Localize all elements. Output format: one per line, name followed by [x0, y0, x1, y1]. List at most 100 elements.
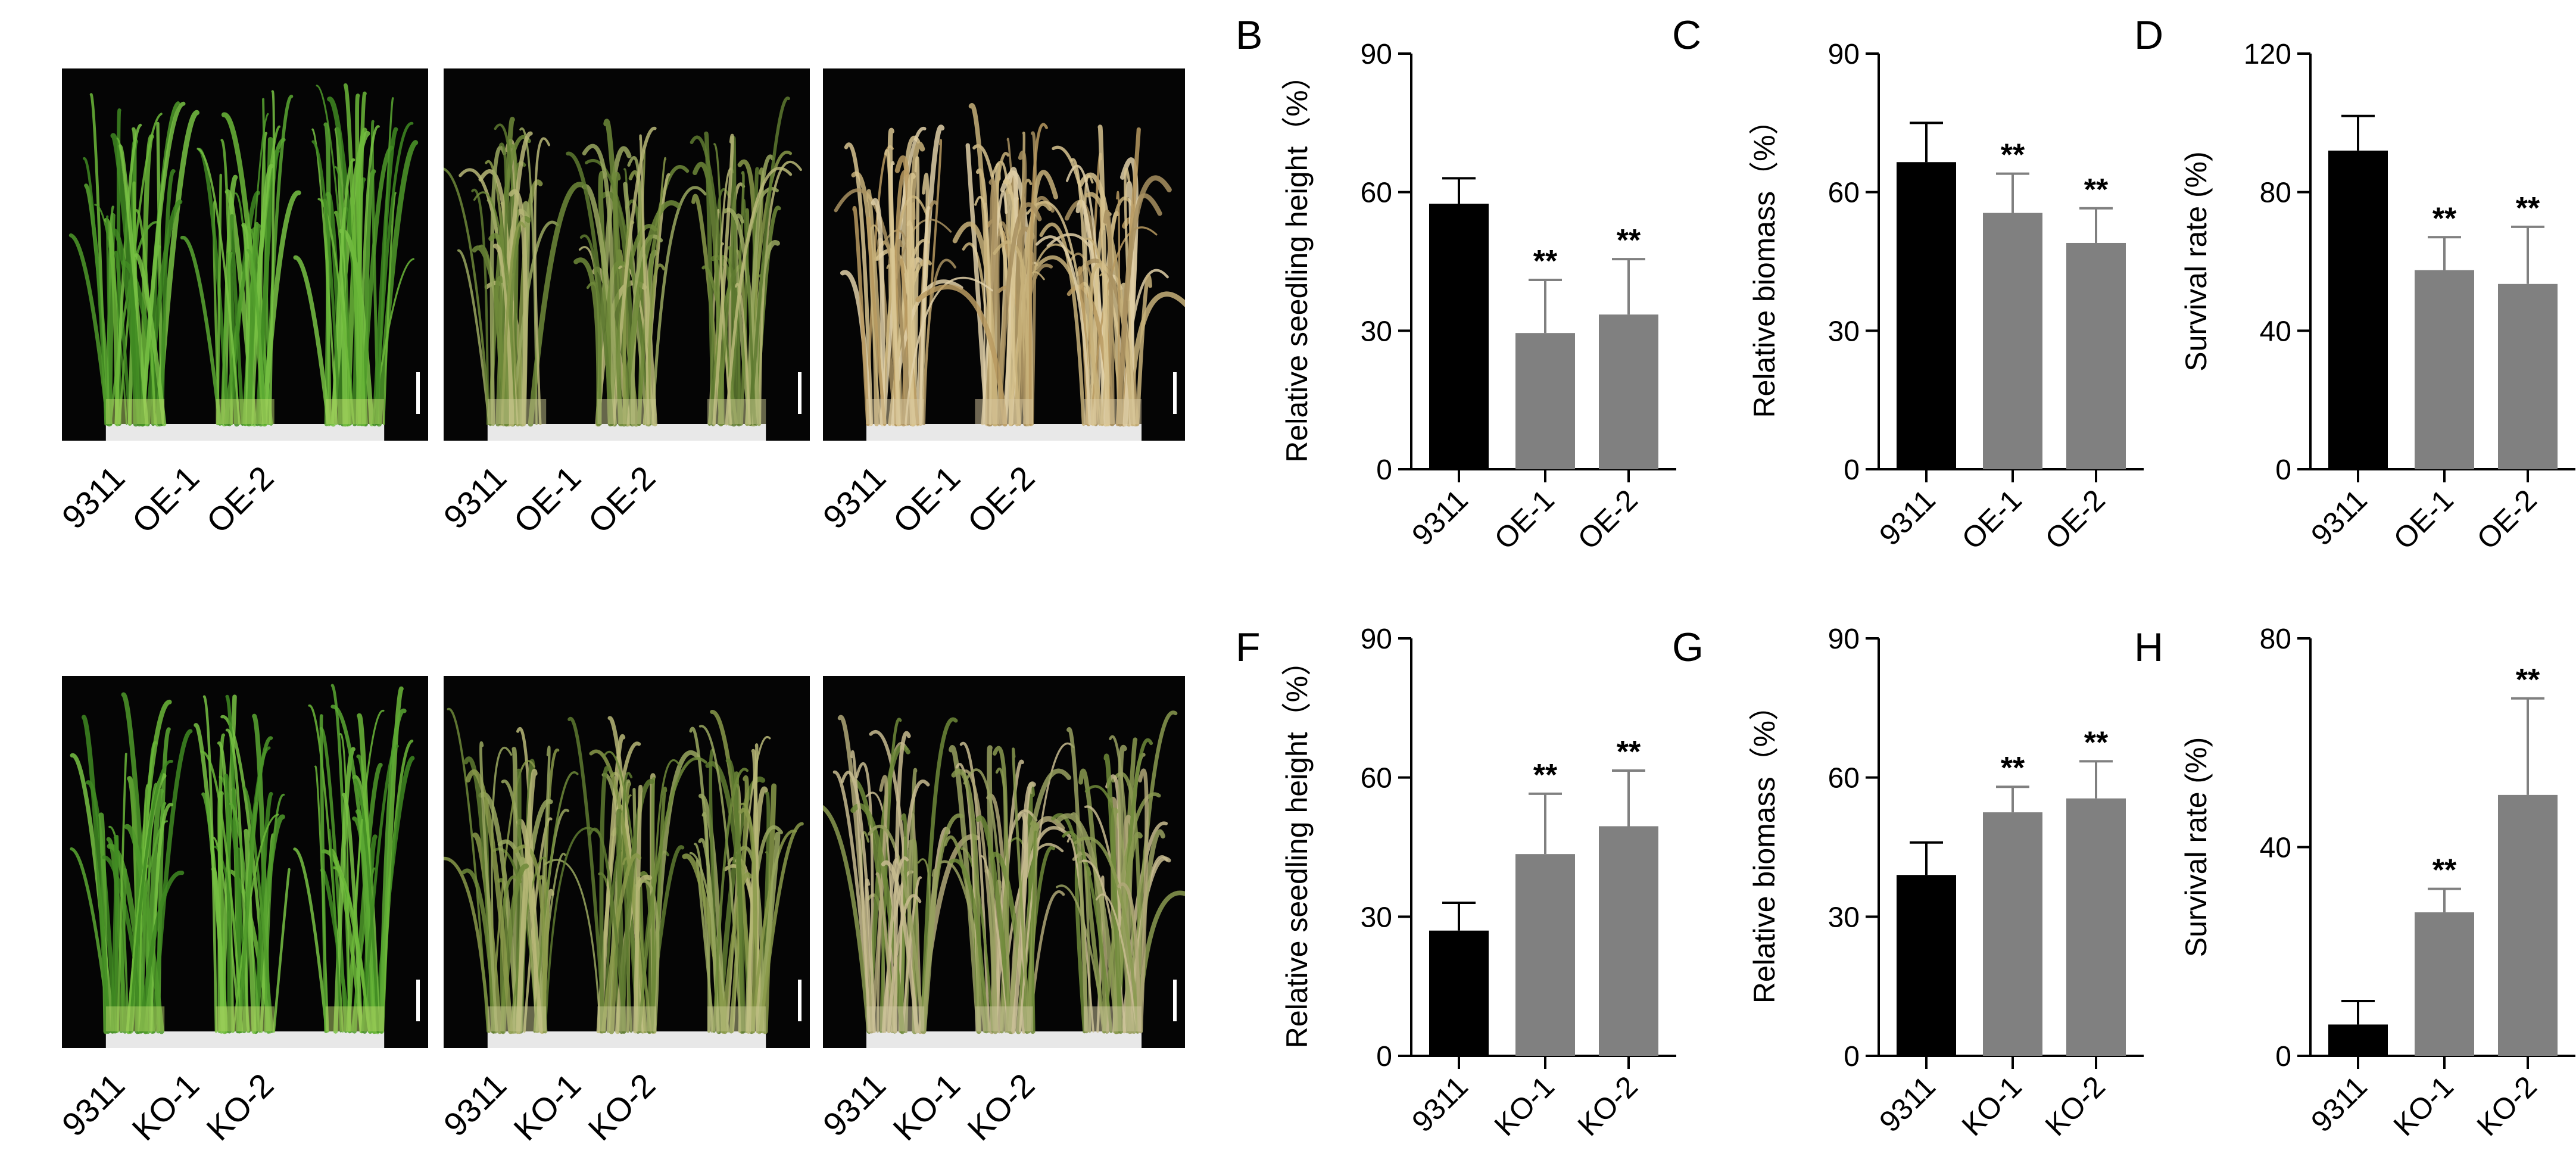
seedling-blade: [965, 143, 989, 426]
seedling-blade: [221, 112, 267, 427]
seedling-blade: [379, 708, 407, 1034]
seedling-blade: [994, 809, 1038, 1033]
seedling-blade: [246, 248, 267, 426]
seedling-blade: [621, 200, 681, 427]
seedling-blade: [746, 786, 768, 1034]
seedling-blade: [995, 768, 1009, 1033]
seedling-blade: [447, 707, 489, 1033]
significance-mark: **: [2001, 751, 2025, 785]
seedling-blade: [319, 714, 328, 1033]
stem-base: [105, 1006, 165, 1031]
x-tick-label: OE-1: [1488, 483, 1561, 556]
seedling-blade: [823, 805, 871, 1034]
scale-bar: [798, 980, 802, 1021]
seedling-blade: [884, 149, 900, 426]
seedling-blade: [588, 827, 626, 1033]
seedling-blade: [254, 791, 273, 1034]
seedling-photo: [444, 676, 810, 1048]
y-tick-label: 0: [1844, 454, 1860, 486]
seedling-blade: [639, 134, 650, 426]
seedling-blade: [756, 831, 781, 1034]
significance-mark: **: [2432, 201, 2457, 236]
seedling-blade: [232, 813, 279, 1033]
seedling-blade: [1015, 226, 1036, 426]
seedling-blade: [1009, 150, 1027, 426]
seedling-blade: [633, 784, 643, 1034]
seedling-blade: [471, 188, 489, 426]
seedling-photo: [823, 68, 1185, 441]
seedling-blade: [868, 824, 925, 1033]
seedling-blade: [114, 251, 132, 426]
stem-base: [975, 1006, 1033, 1031]
seedling-blade: [117, 144, 149, 426]
bar: [1897, 875, 1956, 1056]
scale-bar: [1173, 980, 1177, 1021]
seedling-blade: [544, 859, 601, 1033]
seedling-blade: [119, 868, 127, 1033]
y-tick-label: 30: [1361, 316, 1392, 347]
y-tick-label: 60: [1361, 763, 1392, 794]
significance-mark: **: [2001, 138, 2025, 173]
seedling-blade: [582, 184, 624, 427]
seedling-blade: [293, 255, 331, 426]
seedling-photo: [62, 676, 428, 1048]
seedling-photo: [823, 676, 1185, 1048]
seedling-blade: [272, 868, 291, 1033]
seedling-illustration: [70, 684, 420, 1048]
seedling-blade: [573, 257, 601, 427]
bar: [1599, 314, 1658, 469]
seedling-blade: [721, 872, 752, 1034]
seedling-blade: [223, 226, 257, 426]
seedling-blade: [382, 192, 397, 425]
stem-base: [866, 1006, 925, 1031]
y-tick-label: 80: [2260, 177, 2291, 209]
seedling-illustration: [444, 96, 802, 441]
panel-letter: C: [1672, 13, 1701, 58]
scale-bar: [1173, 372, 1177, 414]
seedling-blade: [510, 220, 559, 426]
seedling-blade: [461, 868, 498, 1034]
x-tick-label: KO-2: [2039, 1070, 2112, 1142]
bar: [2498, 283, 2558, 469]
y-tick-label: 40: [2260, 833, 2291, 864]
seedling-blade: [224, 774, 232, 1034]
seedling-blade: [197, 147, 241, 425]
stem-base: [866, 399, 925, 424]
seedling-blade: [1035, 235, 1091, 426]
seedling-blade: [882, 127, 927, 426]
seedling-blade: [759, 160, 802, 426]
seedling-blade: [647, 263, 666, 426]
seedling-blade: [533, 771, 579, 1033]
seedling-blade: [533, 746, 551, 1033]
seedling-tray: [487, 424, 766, 441]
seedling-blade: [719, 242, 732, 425]
seedling-blade: [881, 860, 919, 1034]
seedling-blade: [1074, 836, 1140, 1033]
seedling-blade: [372, 127, 398, 426]
seedling-illustration: [444, 707, 804, 1048]
significance-mark: **: [1533, 758, 1558, 793]
seedling-blade: [81, 715, 111, 1034]
seedling-blade: [949, 745, 981, 1034]
seedling-blade: [1008, 768, 1072, 1034]
seedling-blade: [682, 853, 728, 1034]
seedling-blade: [634, 880, 660, 1033]
x-tick-label: OE-2: [2471, 483, 2543, 556]
seedling-blade: [457, 249, 491, 426]
x-tick-label: KO-1: [1956, 1070, 2028, 1142]
significance-mark: **: [2084, 173, 2109, 207]
seedling-blade: [844, 142, 874, 426]
seedling-blade: [106, 205, 114, 426]
seedling-blade: [343, 83, 362, 426]
seedling-blade: [1028, 123, 1048, 426]
seedling-blade: [582, 144, 615, 426]
significance-mark: **: [1617, 223, 1641, 258]
seedling-blade: [515, 769, 538, 1034]
y-axis-label: Relative biomass（%）: [1748, 691, 1781, 1003]
seedling-blade: [211, 867, 226, 1034]
bar: [1515, 854, 1575, 1056]
bar: [2498, 794, 2558, 1056]
seedling-blade: [262, 98, 270, 425]
seedling-blade: [354, 778, 380, 1033]
